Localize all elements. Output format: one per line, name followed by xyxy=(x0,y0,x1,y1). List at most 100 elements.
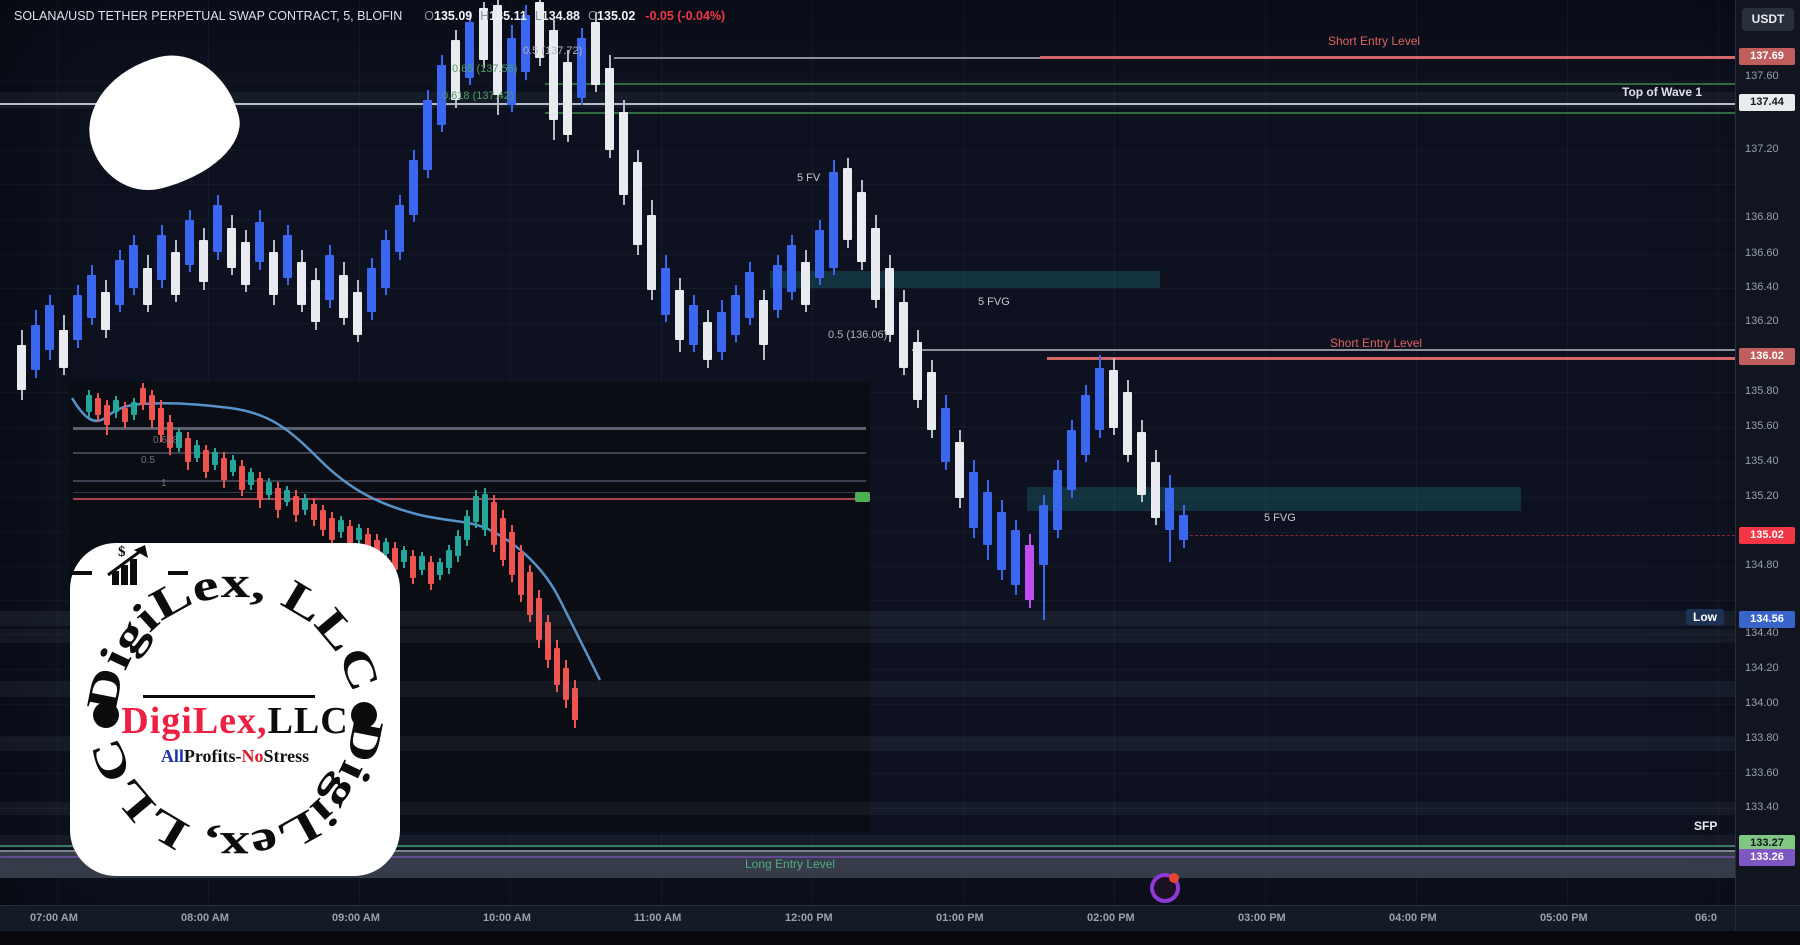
candle-wick xyxy=(132,235,135,295)
candle-wick xyxy=(1140,420,1143,502)
candle-wick xyxy=(230,215,233,275)
candle-wick xyxy=(566,50,569,142)
long-entry-price-badge: 133.26 xyxy=(1739,849,1795,866)
white-blob-overlay xyxy=(74,41,252,203)
candle-wick xyxy=(608,55,611,158)
candle-body xyxy=(86,395,92,412)
candle-body xyxy=(176,432,182,448)
chart-area[interactable]: 0.618 0.5 1 SOLANA/USD TETHER PERPETUAL SW… xyxy=(0,0,1735,905)
fvg-zone-1[interactable] xyxy=(770,271,1160,288)
candle-wick xyxy=(286,225,289,285)
time-label: 10:00 AM xyxy=(483,912,531,924)
candle-body xyxy=(527,572,533,615)
candle-body xyxy=(759,300,768,345)
long-entry-label[interactable]: Long Entry Level xyxy=(745,857,836,871)
top-of-wave-label: Top of Wave 1 xyxy=(1622,85,1703,99)
symbol-title[interactable]: SOLANA/USD TETHER PERPETUAL SWAP CONTRAC… xyxy=(14,9,403,23)
candle-body xyxy=(815,230,824,278)
candle-body xyxy=(1011,530,1020,585)
candle-body xyxy=(311,280,320,322)
short-entry-line-2[interactable] xyxy=(1047,357,1735,360)
candle-body xyxy=(465,22,474,78)
candle-wick xyxy=(174,240,177,302)
price-tick: 137.60 xyxy=(1745,70,1779,82)
candle-body xyxy=(392,548,398,570)
candle-wick xyxy=(832,160,835,275)
top-of-wave-line[interactable] xyxy=(0,103,1735,105)
candle-body xyxy=(194,445,200,458)
candle-body xyxy=(1165,488,1174,530)
brand-black-text: LLC xyxy=(267,700,349,742)
candle-body xyxy=(491,502,497,545)
candle-wick xyxy=(118,250,121,312)
inset-level-line xyxy=(73,480,866,482)
candle-body xyxy=(509,532,515,575)
grid-hline xyxy=(0,150,1735,151)
short-entry-label-2[interactable]: Short Entry Level xyxy=(1330,336,1423,350)
candle-wick xyxy=(818,220,821,285)
candle-wick xyxy=(706,310,709,368)
price-tick: 137.20 xyxy=(1745,143,1779,155)
candle-body xyxy=(227,228,236,268)
candle-body xyxy=(239,466,245,490)
fib-label-0-5-top: 0.5 (137.72) xyxy=(523,45,583,57)
candle-body xyxy=(619,112,628,195)
price-tick: 136.40 xyxy=(1745,281,1779,293)
candle-body xyxy=(329,518,335,540)
logo-brand: DigiLex,LLC xyxy=(70,699,400,743)
candle-wick xyxy=(846,158,849,248)
change-value: -0.05 (-0.04%) xyxy=(645,9,726,23)
candle-body xyxy=(689,305,698,345)
close-value: 135.02 xyxy=(597,9,636,23)
currency-button[interactable]: USDT xyxy=(1742,8,1794,31)
candle-wick xyxy=(384,230,387,295)
price-tick: 134.40 xyxy=(1745,627,1779,639)
fvg-zone-2[interactable] xyxy=(1027,487,1521,511)
candle-body xyxy=(158,408,164,435)
candle-body xyxy=(473,496,479,522)
candle-body xyxy=(283,235,292,278)
candle-wick xyxy=(62,315,65,375)
tagline-no: No xyxy=(241,746,264,766)
candle-body xyxy=(464,516,470,540)
candle-body xyxy=(843,168,852,240)
grid-hline xyxy=(0,254,1735,255)
time-label: 05:00 PM xyxy=(1540,912,1588,924)
digilex-logo-watermark: DigiLex, LLC DigiLex, LLC $ DigiLex,LLC … xyxy=(70,543,400,876)
purple-alert-icon[interactable] xyxy=(1150,873,1180,903)
candle-wick xyxy=(1126,380,1129,462)
candle-wick xyxy=(90,265,93,325)
candle-body xyxy=(437,562,443,575)
inset-fib-label: 0.5 xyxy=(141,455,155,466)
time-label: 06:0 xyxy=(1695,912,1718,924)
time-axis[interactable]: 07:00 AM 08:00 AM 09:00 AM 10:00 AM 11:00 AM… xyxy=(0,905,1800,932)
price-tick: 133.40 xyxy=(1745,801,1779,813)
candle-wick xyxy=(916,330,919,408)
candle-wick xyxy=(300,250,303,312)
short-entry-line-1[interactable] xyxy=(1040,56,1735,59)
time-label: 03:00 PM xyxy=(1238,912,1286,924)
candle-body xyxy=(1179,515,1188,540)
candle-wick xyxy=(244,230,247,292)
candle-body xyxy=(230,460,236,472)
time-label: 09:00 AM xyxy=(332,912,380,924)
candle-body xyxy=(927,372,936,430)
top-of-wave-price-badge: 137.44 xyxy=(1739,94,1795,111)
candle-wick xyxy=(720,300,723,360)
candle-body xyxy=(633,162,642,245)
candle-body xyxy=(913,342,922,400)
short-entry-label-1[interactable]: Short Entry Level xyxy=(1328,34,1421,48)
last-price-badge: 135.02 xyxy=(1739,527,1795,544)
price-axis[interactable]: USDT 137.60 137.20 136.80 136.60 136.40 136.2… xyxy=(1735,0,1800,905)
candle-wick xyxy=(1098,355,1101,438)
candle-body xyxy=(549,30,558,120)
candle-body xyxy=(941,408,950,462)
last-price-line xyxy=(1185,535,1735,536)
candle-body xyxy=(248,472,254,485)
open-value: 135.09 xyxy=(434,9,473,23)
candle-body xyxy=(325,255,334,300)
candle-wick xyxy=(930,360,933,438)
candle-body xyxy=(409,160,418,215)
symbol-header[interactable]: SOLANA/USD TETHER PERPETUAL SWAP CONTRAC… xyxy=(14,9,725,23)
